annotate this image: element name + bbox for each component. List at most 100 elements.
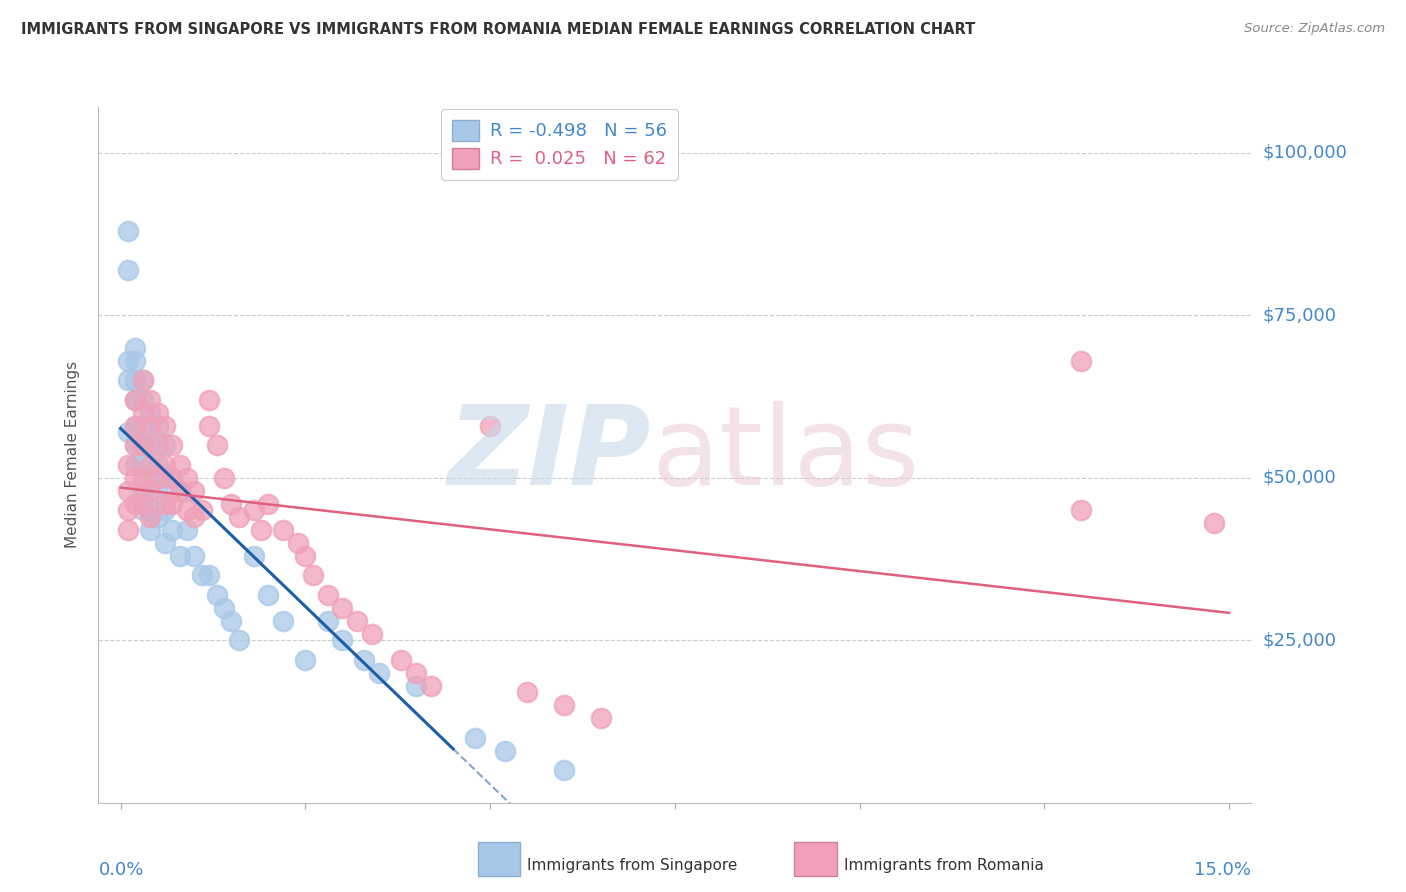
Point xyxy=(146,471,169,485)
Point xyxy=(124,392,146,407)
Point xyxy=(117,262,139,277)
Point xyxy=(117,425,139,439)
Text: $100,000: $100,000 xyxy=(1263,144,1347,161)
Point xyxy=(139,458,162,472)
Point xyxy=(124,497,146,511)
Point xyxy=(132,418,155,433)
Point xyxy=(368,665,391,680)
Point xyxy=(132,392,155,407)
Text: Immigrants from Romania: Immigrants from Romania xyxy=(844,858,1043,872)
Point xyxy=(117,483,139,498)
Point xyxy=(139,406,162,420)
Point xyxy=(405,665,427,680)
Point xyxy=(139,523,162,537)
Point xyxy=(132,458,155,472)
Point xyxy=(153,438,176,452)
Point xyxy=(139,438,162,452)
Point xyxy=(146,483,169,498)
Point xyxy=(124,471,146,485)
Point xyxy=(153,497,176,511)
Point xyxy=(139,471,162,485)
Legend: R = -0.498   N = 56, R =  0.025   N = 62: R = -0.498 N = 56, R = 0.025 N = 62 xyxy=(441,109,678,179)
Point xyxy=(146,509,169,524)
Point xyxy=(146,418,169,433)
Point xyxy=(316,588,339,602)
Point xyxy=(191,503,214,517)
Point xyxy=(242,549,264,563)
Text: atlas: atlas xyxy=(652,401,921,508)
Point xyxy=(139,392,162,407)
Point xyxy=(176,471,198,485)
Point xyxy=(212,600,235,615)
Point xyxy=(183,509,205,524)
Point xyxy=(139,509,162,524)
Point xyxy=(124,438,146,452)
Point xyxy=(287,535,309,549)
Point xyxy=(117,353,139,368)
Point xyxy=(228,509,250,524)
Point xyxy=(176,503,198,517)
Point xyxy=(420,679,443,693)
Point xyxy=(117,458,139,472)
Point xyxy=(257,588,280,602)
Point xyxy=(346,614,368,628)
Point xyxy=(132,483,155,498)
Text: $50,000: $50,000 xyxy=(1263,468,1336,487)
Point xyxy=(464,731,486,745)
Text: Immigrants from Singapore: Immigrants from Singapore xyxy=(527,858,738,872)
Point xyxy=(198,392,221,407)
Point xyxy=(169,483,191,498)
Text: Source: ZipAtlas.com: Source: ZipAtlas.com xyxy=(1244,22,1385,36)
Text: $25,000: $25,000 xyxy=(1263,632,1337,649)
Point xyxy=(132,406,155,420)
Point xyxy=(169,549,191,563)
Point xyxy=(494,744,516,758)
Point xyxy=(169,458,191,472)
Point xyxy=(589,711,612,725)
Y-axis label: Median Female Earnings: Median Female Earnings xyxy=(65,361,80,549)
Point xyxy=(212,471,235,485)
Point xyxy=(228,633,250,648)
Point xyxy=(139,503,162,517)
Point xyxy=(316,614,339,628)
Point xyxy=(183,483,205,498)
Point xyxy=(124,438,146,452)
Point xyxy=(117,523,139,537)
Point xyxy=(330,600,353,615)
Point xyxy=(162,497,184,511)
Point xyxy=(146,458,169,472)
Text: $75,000: $75,000 xyxy=(1263,306,1337,324)
Point xyxy=(221,497,243,511)
Point xyxy=(162,471,184,485)
Point xyxy=(360,626,382,640)
Point xyxy=(153,458,176,472)
Point xyxy=(176,523,198,537)
Point xyxy=(221,614,243,628)
Point xyxy=(162,523,184,537)
Point xyxy=(117,373,139,387)
Point xyxy=(391,653,413,667)
Point xyxy=(271,523,294,537)
Point xyxy=(153,471,176,485)
Point xyxy=(1070,503,1092,517)
Point xyxy=(405,679,427,693)
Text: 15.0%: 15.0% xyxy=(1194,862,1251,880)
Point xyxy=(124,392,146,407)
Point xyxy=(132,497,155,511)
Point xyxy=(132,471,155,485)
Point xyxy=(153,418,176,433)
Point xyxy=(132,373,155,387)
Point xyxy=(139,483,162,498)
Point xyxy=(553,698,575,713)
Point xyxy=(153,503,176,517)
Point xyxy=(169,483,191,498)
Text: ZIP: ZIP xyxy=(449,401,652,508)
Text: IMMIGRANTS FROM SINGAPORE VS IMMIGRANTS FROM ROMANIA MEDIAN FEMALE EARNINGS CORR: IMMIGRANTS FROM SINGAPORE VS IMMIGRANTS … xyxy=(21,22,976,37)
Point xyxy=(132,373,155,387)
Point xyxy=(124,353,146,368)
Point xyxy=(124,458,146,472)
Point xyxy=(124,341,146,355)
Point xyxy=(242,503,264,517)
Point xyxy=(294,653,316,667)
Point xyxy=(139,418,162,433)
